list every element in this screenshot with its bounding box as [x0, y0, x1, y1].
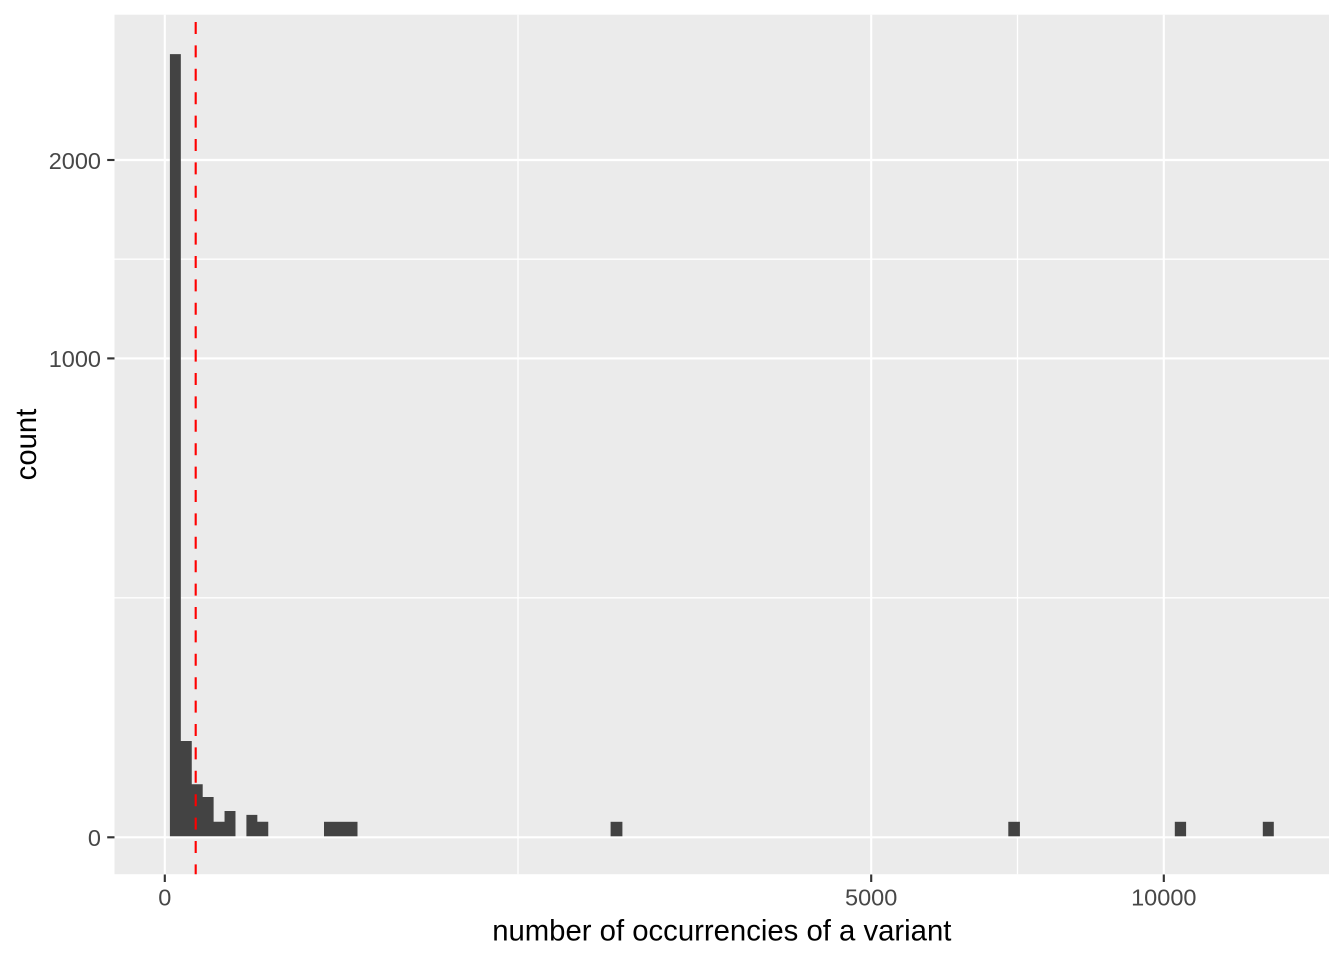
svg-text:5000: 5000 [845, 885, 897, 911]
svg-text:number of occurrencies of a va: number of occurrencies of a variant [492, 915, 951, 948]
svg-text:1000: 1000 [49, 346, 101, 372]
svg-text:0: 0 [88, 825, 101, 851]
svg-text:0: 0 [158, 885, 171, 911]
svg-text:count: count [10, 409, 43, 481]
svg-text:10000: 10000 [1131, 885, 1196, 911]
svg-text:2000: 2000 [49, 148, 101, 174]
